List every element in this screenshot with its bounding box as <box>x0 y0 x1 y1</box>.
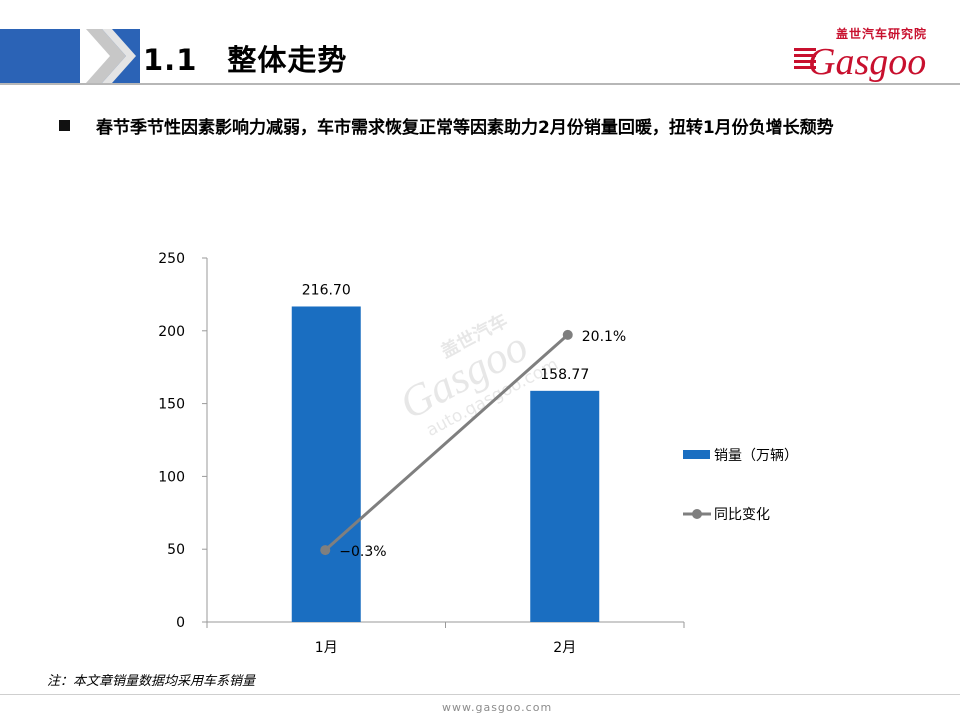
brand-cn-name: 盖世汽车研究院 <box>836 27 928 41</box>
yoy-point <box>562 329 573 340</box>
footer-divider <box>0 694 960 695</box>
footnote: 注：本文章销量数据均采用车系销量 <box>47 674 256 689</box>
y-tick-label: 50 <box>167 542 185 558</box>
bullet-text: 春节季节性因素影响力减弱，车市需求恢复正常等因素助力2月份销量回暖，扭转1月份负… <box>96 118 834 138</box>
bar <box>291 306 361 622</box>
y-tick-label: 0 <box>176 615 185 631</box>
y-tick-label: 200 <box>158 324 185 340</box>
header-divider <box>0 83 960 85</box>
footer-url: www.gasgoo.com <box>442 701 553 714</box>
x-tick-label: 2月 <box>553 640 576 656</box>
legend-swatch-marker <box>692 509 702 519</box>
legend-swatch-bar <box>683 450 710 459</box>
yoy-point <box>320 545 331 556</box>
y-tick-label: 250 <box>158 251 185 267</box>
bullet-square-icon <box>59 120 70 131</box>
y-tick-label: 100 <box>158 469 185 485</box>
header-chevron-icon <box>80 29 136 83</box>
gasgoo-logo: Gasgoo <box>794 41 926 82</box>
yoy-line <box>324 333 569 552</box>
legend-label-sales: 销量（万辆） <box>714 448 798 464</box>
yoy-data-label: 20.1% <box>582 329 626 345</box>
bar-data-label: 158.77 <box>540 367 589 383</box>
page-title: 1.1 整体走势 <box>143 43 348 77</box>
gasgoo-wordmark: Gasgoo <box>808 41 926 82</box>
x-tick-label: 1月 <box>315 640 338 656</box>
y-tick-label: 150 <box>158 397 185 413</box>
legend-label-yoy: 同比变化 <box>714 507 770 523</box>
bar <box>530 390 600 622</box>
bar-data-label: 216.70 <box>302 282 351 298</box>
yoy-data-label: −0.3% <box>339 544 386 560</box>
